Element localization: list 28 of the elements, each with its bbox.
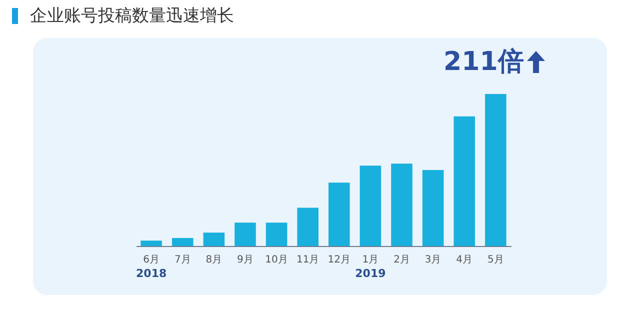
x-tick-label: 12月 (328, 254, 351, 266)
x-tick-label: 5月 (487, 254, 504, 266)
x-tick-label: 8月 (206, 254, 222, 266)
bar (485, 94, 506, 246)
text: 2018 (136, 267, 167, 280)
bar (234, 222, 256, 246)
bar (140, 240, 162, 246)
bar (360, 166, 382, 246)
bar (172, 238, 194, 246)
x-tick-label: 4月 (456, 254, 473, 266)
x-tick-label: 7月 (174, 254, 191, 266)
x-tick-label: 2月 (394, 254, 410, 266)
annotation: 211倍 (444, 47, 524, 77)
chart-title: 企业账号投稿数量迅速增长 (30, 5, 234, 27)
x-tick-label: 6月 (143, 254, 160, 266)
x-tick-label: 3月 (424, 254, 442, 266)
bar (391, 164, 412, 246)
x-tick-label: 10月 (265, 254, 288, 266)
bar (266, 222, 288, 246)
bar (203, 232, 225, 246)
x-tick-label: 1月 (362, 254, 379, 266)
x-tick-label: 9月 (237, 254, 254, 266)
bar (297, 208, 318, 246)
bar (422, 170, 444, 246)
text: 2019 (355, 267, 386, 280)
bar (454, 116, 476, 246)
x-tick-label: 11月 (296, 254, 320, 266)
bar (328, 182, 350, 246)
